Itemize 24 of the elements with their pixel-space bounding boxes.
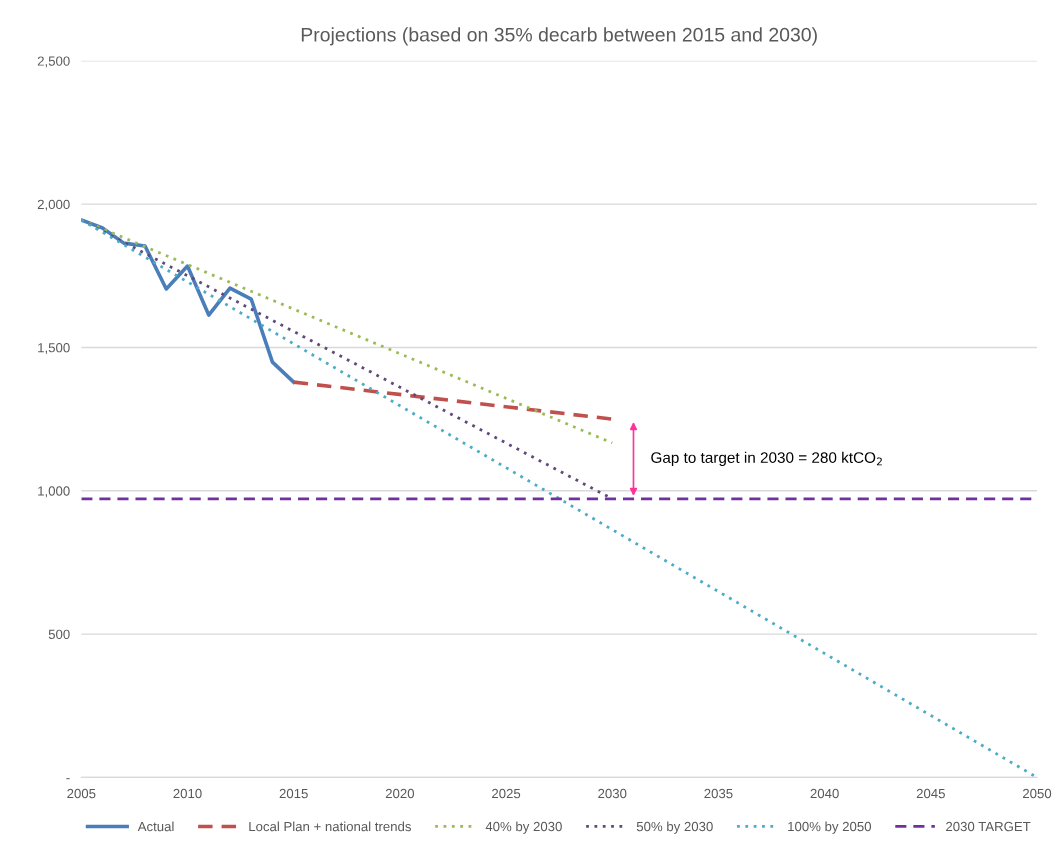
chart-title: Projections (based on 35% decarb between 2015 and 2030)	[301, 27, 817, 46]
y-tick-label: 500	[48, 629, 70, 639]
legend-label: Local Plan + national trends	[249, 821, 411, 832]
x-tick-label: 2045	[916, 788, 945, 799]
legend-label: 50% by 2030	[636, 821, 713, 834]
x-tick-label: 2005	[67, 788, 96, 799]
legend-label: Actual	[137, 821, 174, 832]
legend-label: 40% by 2030	[485, 821, 562, 834]
annotation: Gap to target in 2030 = 280 ktCO$_{2}$	[651, 451, 882, 467]
legend-label: 2030 TARGET	[946, 821, 1031, 832]
x-tick-label: 2040	[810, 788, 839, 799]
x-tick-label: 2035	[704, 788, 733, 799]
x-tick-label: 2020	[385, 788, 415, 799]
x-tick-label: 2030	[598, 788, 627, 799]
y-tick-label: 2,000	[37, 199, 70, 211]
y-tick-label: 2,500	[37, 56, 70, 68]
x-tick-label: 2050	[1022, 788, 1052, 799]
y-tick-label: 1,000	[38, 486, 70, 498]
y-tick-label: -	[66, 778, 70, 780]
legend-label: 100% by 2050	[788, 821, 872, 834]
y-tick-label: 1,500	[38, 343, 70, 354]
x-tick-label: 2025	[492, 788, 521, 799]
x-tick-label: 2010	[173, 788, 202, 799]
x-tick-label: 2015	[279, 788, 308, 799]
